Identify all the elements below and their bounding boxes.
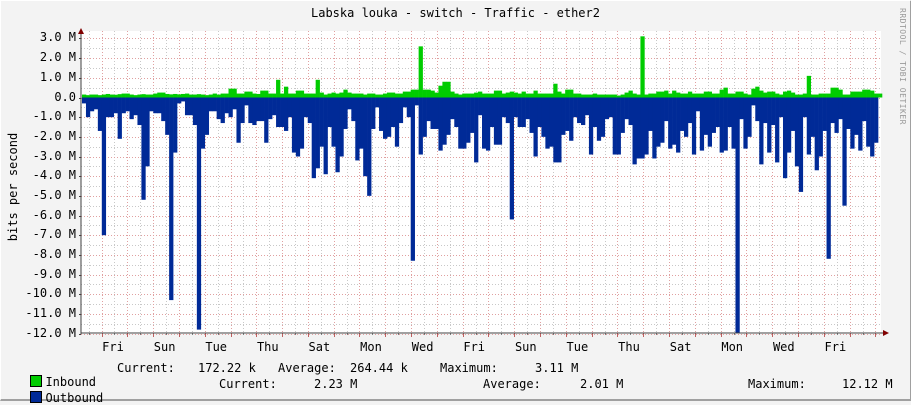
x-tick-label: Thu <box>618 340 640 354</box>
outbound-area <box>82 97 879 333</box>
y-tick-label: 1.0 M <box>39 69 76 84</box>
x-tick-label: Wed <box>411 340 434 354</box>
y-tick-label: 3.0 M <box>39 30 76 45</box>
y-tick-label: -11.0 M <box>25 305 76 320</box>
inbound-swatch-icon <box>30 375 43 387</box>
y-tick-label: -6.0 M <box>32 207 76 222</box>
y-axis-arrow-icon <box>78 28 84 34</box>
x-tick-label: Fri <box>102 340 124 354</box>
inbound-average-value: 264.44 k <box>350 361 408 375</box>
x-tick-label: Sat <box>669 340 692 354</box>
x-tick-label: Tue <box>566 340 589 354</box>
inbound-current-value: 172.22 k <box>198 361 256 375</box>
x-tick-label: Fri <box>463 340 486 354</box>
inbound-maximum-value: 3.11 M <box>535 361 579 375</box>
outbound-label: Outbound <box>45 391 104 405</box>
x-tick-label: Sun <box>153 340 176 354</box>
inbound-current-label: Current: <box>117 361 175 375</box>
y-tick-label: -4.0 M <box>32 168 76 183</box>
outbound-swatch-icon <box>30 391 43 403</box>
y-tick-label: -12.0 M <box>25 325 76 340</box>
outbound-average-value: 2.01 M <box>580 377 624 391</box>
graph-title: Labska louka - switch - Traffic - ether2 <box>311 6 600 20</box>
y-tick-label: 0.0 <box>54 89 76 104</box>
x-axis-arrow-icon <box>883 330 889 336</box>
y-tick-label: -8.0 M <box>32 246 76 261</box>
x-tick-label: Wed <box>772 340 795 354</box>
plot-canvas <box>81 31 881 334</box>
outbound-maximum-value: 12.12 M <box>842 377 893 391</box>
x-tick-label: Mon <box>721 340 744 354</box>
outbound-current-label: Current: <box>219 377 277 391</box>
y-tick-label: -1.0 M <box>32 109 76 124</box>
outbound-maximum-label: Maximum: <box>748 377 806 391</box>
legend-outbound: Outbound <box>16 377 103 405</box>
outbound-current-value: 2.23 M <box>314 377 358 391</box>
legend-inbound: Inbound <box>16 361 96 389</box>
x-tick-label: Sat <box>308 340 331 354</box>
x-tick-label: Fri <box>824 340 847 354</box>
inbound-label: Inbound <box>45 375 97 389</box>
rrdtool-brand: RRDTOOL / TOBI OETIKER <box>898 8 907 125</box>
y-tick-label: -10.0 M <box>25 286 76 301</box>
inbound-average-label: Average: <box>278 361 336 375</box>
y-tick-label: -5.0 M <box>32 187 76 202</box>
x-tick-label: Thu <box>256 340 279 354</box>
x-tick-label: Sun <box>514 340 537 354</box>
inbound-maximum-label: Maximum: <box>440 361 498 375</box>
x-tick-label: Mon <box>360 340 382 354</box>
x-tick-label: Tue <box>205 340 228 354</box>
y-tick-label: -3.0 M <box>32 148 76 163</box>
outbound-average-label: Average: <box>483 377 541 391</box>
y-tick-label: 2.0 M <box>39 50 76 65</box>
y-tick-label: -9.0 M <box>32 266 76 281</box>
y-tick-label: -2.0 M <box>32 128 76 143</box>
y-tick-label: -7.0 M <box>32 227 76 242</box>
inbound-area <box>82 36 883 98</box>
